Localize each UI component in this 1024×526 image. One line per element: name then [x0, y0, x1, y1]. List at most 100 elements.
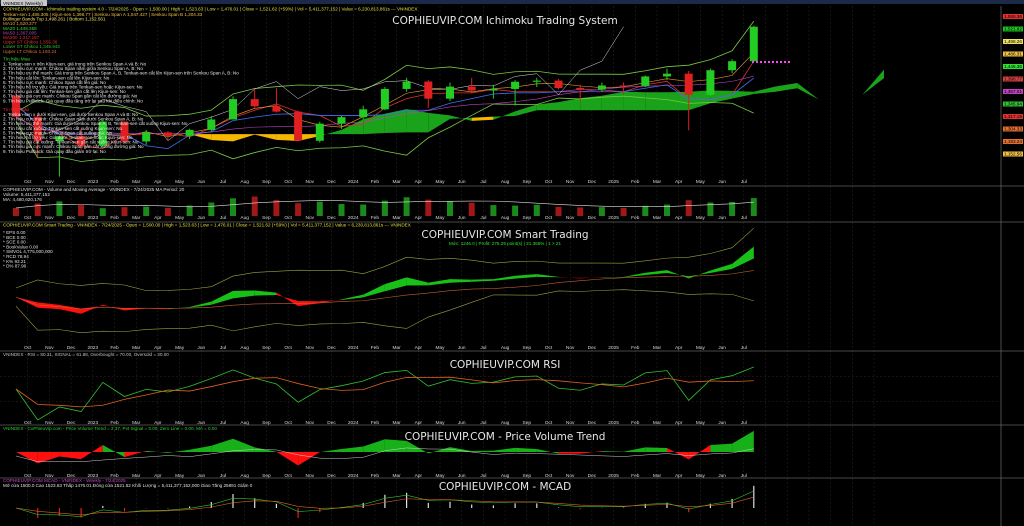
time-axis-label: Aug — [240, 179, 249, 185]
ichimoku-cloud-segment — [862, 69, 884, 95]
smart-ribbon-segment — [450, 279, 472, 283]
time-axis-label: Jun — [458, 215, 466, 221]
time-axis-label: Aug — [240, 473, 249, 479]
volume-bar — [512, 205, 519, 216]
ichimoku-cloud-segment — [536, 102, 559, 111]
ichimoku-panel[interactable] — [12, 20, 884, 177]
candle-body — [33, 116, 42, 141]
price-tag — [1003, 139, 1023, 144]
price-tag-value: 1,317.19 — [1004, 114, 1022, 119]
pvt-area-segment — [623, 447, 646, 452]
smart-stat-item: * SCE 0.00 — [3, 240, 26, 245]
time-axis-label: Feb — [371, 473, 380, 479]
time-axis-label: Nov — [306, 179, 315, 185]
volume-bar — [143, 206, 150, 216]
time-axis-label: Feb — [371, 420, 380, 426]
time-axis-label: Mar — [653, 420, 662, 426]
time-axis-label: Sep — [523, 179, 532, 185]
tab-vnindex-weekly[interactable] — [1, 0, 47, 6]
time-axis-label: Jul — [741, 473, 747, 479]
volume-bar — [555, 206, 562, 216]
smart-lower-band — [15, 289, 754, 333]
price-tag — [1003, 14, 1023, 19]
price-tag-value: 1,555.36 — [1004, 14, 1022, 19]
time-axis-label: May — [175, 179, 185, 185]
time-axis-label: Nov — [306, 215, 315, 221]
volume-bar — [316, 201, 323, 216]
ichimoku-cloud-segment — [775, 83, 798, 92]
buy-signal-item: 8. Tín hiệu giá cực mạnh: Chikou Span gầ… — [3, 93, 138, 99]
volume-ma-value: MA: 4,480,620,176 — [3, 197, 42, 202]
sell-signal-item: 2. Tín hiệu cực mạnh: Chikou Span nằm dư… — [3, 116, 144, 122]
time-axis-label: Mar — [653, 473, 662, 479]
pvt-area-segment — [493, 447, 516, 452]
candle-body — [554, 80, 563, 89]
price-axis[interactable]: 1,555.36 1,521.62 1,498.26 1,486.31 1,445.36… — [1003, 14, 1023, 157]
smart-title: COPHIEUVIP.COM Smart Trading — [421, 229, 588, 241]
legend-item: Upper ST Chikou 1,555.36 — [3, 40, 58, 45]
time-axis-label: Sep — [523, 420, 532, 426]
pvt-header: VNINDEX - CoPhieuVip.com - Price Volume … — [3, 426, 217, 431]
volume-bar — [490, 205, 497, 216]
smart-ribbon-segment — [471, 279, 494, 282]
volume-panel[interactable] — [13, 196, 757, 217]
bollinger-bottom — [15, 95, 754, 162]
time-axis-label: Jul — [480, 345, 486, 351]
time-axis-label: Jun — [458, 473, 466, 479]
smart-ribbon-segment — [645, 270, 667, 276]
volume-bar — [164, 207, 171, 216]
buy-signal-item: 2. Tín hiệu cực mạnh: Chikou Span nằm gi… — [3, 65, 143, 71]
volume-bar — [598, 207, 605, 216]
time-axis-label: Sep — [262, 420, 271, 426]
time-axis-label: Jul — [741, 345, 747, 351]
volume-bar — [230, 198, 236, 216]
time-axis-label: Jun — [197, 420, 205, 426]
volume-value: Volume: 5,411,377,152 — [3, 192, 50, 197]
time-axis-label: Mar — [392, 420, 401, 426]
candle-body — [619, 85, 628, 87]
time-axis-label: Apr — [415, 215, 423, 221]
pvt-area-segment — [710, 443, 733, 452]
time-axis-label: Sep — [262, 345, 271, 351]
time-axis-label: Dec — [588, 215, 597, 221]
chikou-line — [15, 26, 624, 142]
price-tag — [1003, 89, 1023, 94]
candle-body — [576, 88, 585, 90]
time-axis-label: Nov — [566, 345, 575, 351]
time-axis-label: 2025 — [608, 215, 619, 221]
time-axis-label: Jun — [718, 420, 726, 426]
smart-stat-item: * RCD 78.94 — [3, 254, 29, 259]
pvt-area-segment — [102, 445, 125, 458]
time-axis-label: Dec — [67, 345, 76, 351]
candle-body — [98, 121, 107, 146]
pvt-signal-line — [15, 447, 754, 463]
ichimoku-cloud-segment — [623, 91, 646, 111]
price-tag-value: 1,193.24 — [1004, 139, 1022, 144]
smart-header: COPHIEUVIP.COM Smart Trading - VNINDEX -… — [3, 223, 411, 228]
time-axis-label: 2025 — [608, 420, 619, 426]
time-axis-label: Jul — [741, 179, 747, 185]
macd-panel[interactable] — [15, 485, 755, 518]
time-axis-label: Mar — [132, 473, 141, 479]
legend-item: Upper LT Chikou 1,193.24 — [3, 49, 57, 54]
candle-body — [706, 70, 715, 95]
time-axis-label: Aug — [501, 345, 510, 351]
ichimoku-cloud-segment — [688, 90, 711, 111]
time-axis-label: Aug — [501, 215, 510, 221]
smart-ribbon-segment — [406, 277, 429, 286]
pvt-panel[interactable] — [15, 430, 754, 466]
time-axis-label: Mar — [132, 345, 141, 351]
time-axis-label: 2023 — [87, 179, 98, 185]
ichimoku-cloud-segment — [189, 134, 212, 140]
smart-stat-item: * BCE 0.00 — [3, 235, 26, 240]
candle-body — [120, 121, 129, 142]
smart-trading-panel[interactable] — [15, 227, 755, 333]
time-axis-label: Aug — [240, 345, 249, 351]
time-axis-label: Apr — [675, 420, 683, 426]
rsi-panel[interactable] — [0, 366, 1000, 421]
candle-body — [163, 132, 172, 136]
time-axis-label: May — [175, 473, 185, 479]
pvt-area-segment — [189, 445, 212, 452]
ichimoku-cloud-segment — [797, 83, 819, 100]
